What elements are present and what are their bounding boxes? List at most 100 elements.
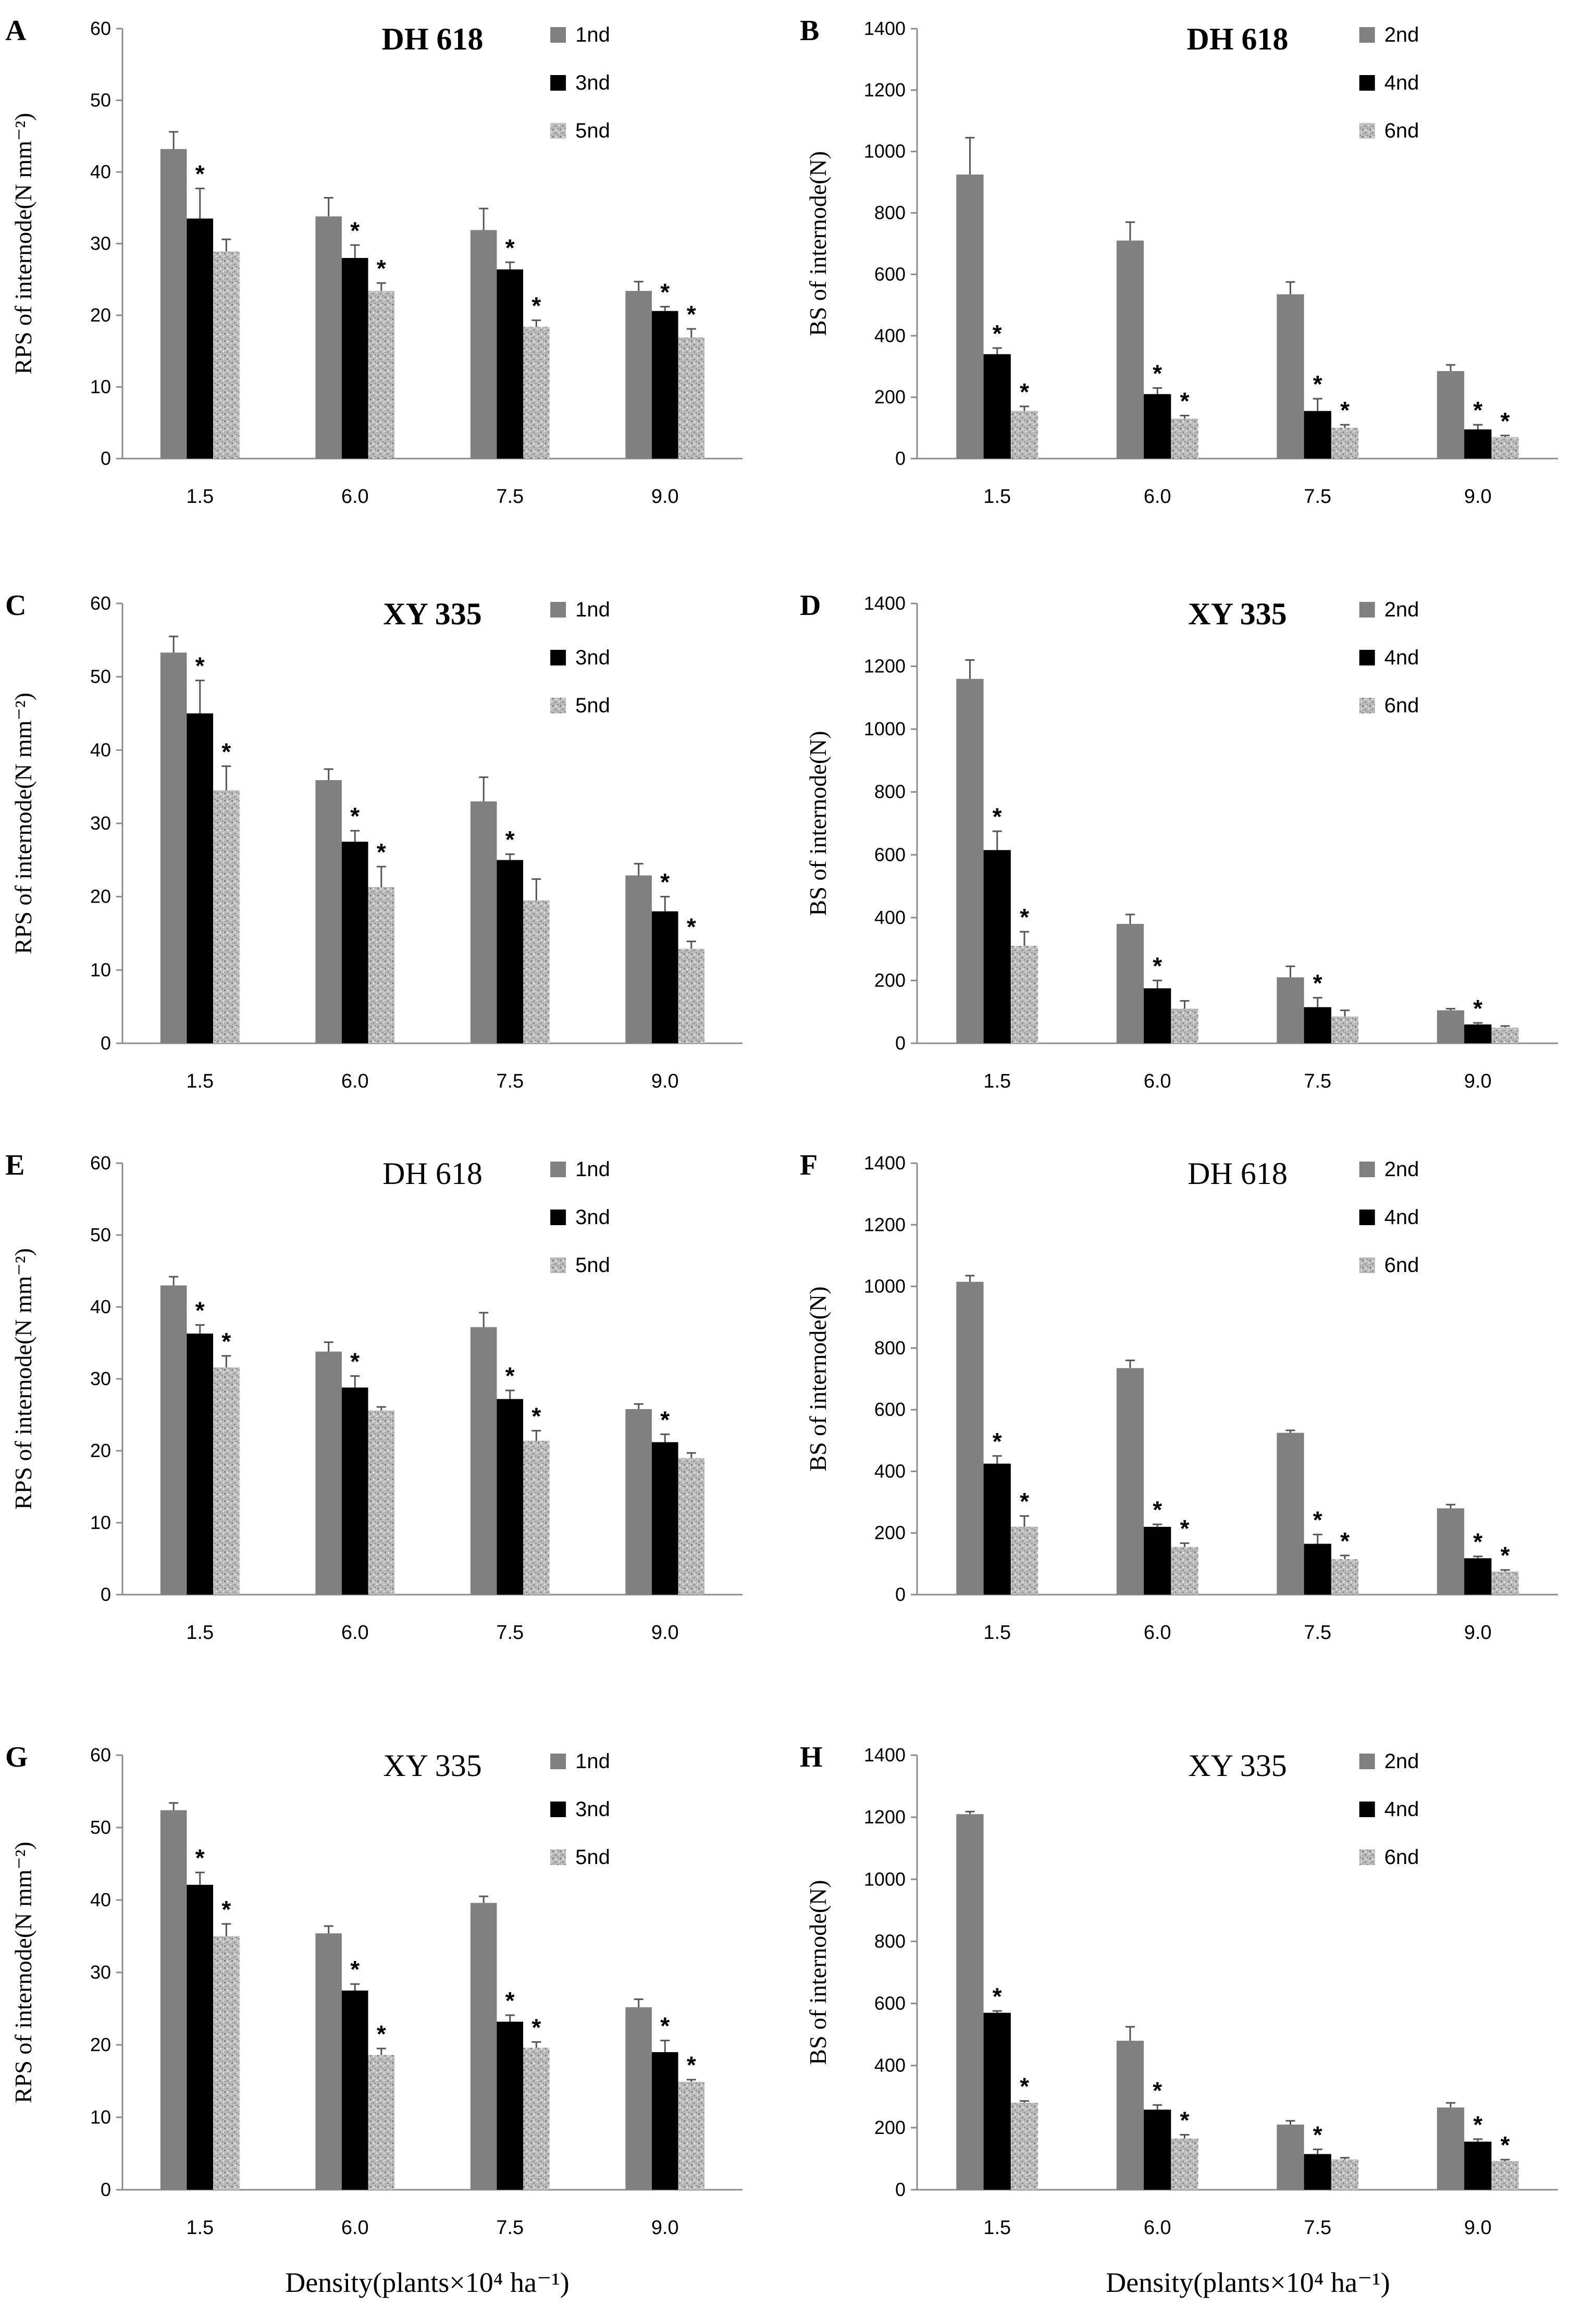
y-tick-label: 800 <box>874 1337 906 1359</box>
significance-star: * <box>1473 995 1482 1022</box>
legend-swatch-4nd <box>1359 1210 1375 1225</box>
legend-swatch-2nd <box>1359 1754 1375 1769</box>
significance-star: * <box>1313 970 1322 997</box>
legend-label: 3nd <box>575 1206 610 1229</box>
significance-star: * <box>1153 360 1162 387</box>
bar-4nd-6.0 <box>1144 394 1171 459</box>
legend-label: 2nd <box>1384 598 1419 621</box>
y-tick-label: 0 <box>101 1032 111 1054</box>
x-tick-label: 7.5 <box>496 1622 524 1644</box>
y-tick-label: 200 <box>874 969 906 991</box>
bar-4nd-1.5 <box>983 2013 1011 2190</box>
legend-label: 5nd <box>575 694 610 717</box>
x-tick-label: 1.5 <box>186 1070 214 1092</box>
x-tick-label: 6.0 <box>341 2217 369 2239</box>
x-tick-label: 1.5 <box>983 2217 1011 2239</box>
significance-star: * <box>1180 388 1190 415</box>
bar-6nd-1.5 <box>1010 411 1038 459</box>
significance-star: * <box>350 803 360 830</box>
x-tick-label: 7.5 <box>496 2217 524 2239</box>
y-tick-label: 60 <box>90 593 111 614</box>
bar-2nd-1.5 <box>956 1281 984 1595</box>
y-tick-label: 30 <box>90 1961 111 1983</box>
legend-label: 1nd <box>575 23 610 46</box>
significance-star: * <box>687 2052 696 2079</box>
y-tick-label: 400 <box>874 2055 906 2076</box>
bar-1nd-1.5 <box>160 1285 187 1595</box>
y-tick-label: 1200 <box>864 79 906 101</box>
y-tick-label: 30 <box>90 1368 111 1389</box>
y-tick-label: 40 <box>90 161 111 182</box>
bar-3nd-9.0 <box>651 1442 678 1595</box>
legend-label: 3nd <box>575 1798 610 1821</box>
bar-3nd-9.0 <box>651 911 678 1043</box>
y-tick-label: 600 <box>874 1399 906 1420</box>
legend-swatch-5nd <box>550 1257 566 1273</box>
legend-label: 6nd <box>1384 1846 1419 1869</box>
y-tick-label: 50 <box>90 1817 111 1838</box>
y-tick-label: 200 <box>874 1522 906 1544</box>
significance-star: * <box>1153 952 1162 979</box>
bar-4nd-9.0 <box>1464 1024 1492 1043</box>
legend-label: 4nd <box>1384 646 1419 669</box>
legend-label: 2nd <box>1384 23 1419 46</box>
y-tick-label: 0 <box>101 448 111 469</box>
chart-title: DH 618 <box>382 1156 482 1191</box>
legend-swatch-3nd <box>550 75 566 91</box>
legend-label: 2nd <box>1384 1750 1419 1773</box>
x-tick-label: 6.0 <box>341 1070 369 1092</box>
legend-label: 1nd <box>575 1158 610 1181</box>
x-tick-label: 1.5 <box>983 486 1011 508</box>
bar-5nd-1.5 <box>213 790 240 1043</box>
significance-star: * <box>505 826 515 853</box>
chart-panel-d: D 0 200 400 600 800 1000 1200 1400 BS of internod… <box>800 589 1558 1092</box>
legend-swatch-1nd <box>550 27 566 43</box>
x-tick-label: 1.5 <box>186 1622 214 1644</box>
bar-1nd-6.0 <box>315 1351 342 1595</box>
bar-2nd-1.5 <box>956 1814 984 2190</box>
significance-star: * <box>1313 1507 1322 1534</box>
x-tick-label: 7.5 <box>496 486 524 508</box>
legend-swatch-2nd <box>1359 602 1375 618</box>
bar-6nd-6.0 <box>1171 1547 1198 1595</box>
panel-letter: A <box>5 15 27 47</box>
bar-3nd-6.0 <box>341 1387 368 1595</box>
legend-swatch-1nd <box>550 1754 566 1769</box>
panel-letter: C <box>5 589 26 622</box>
bar-1nd-7.5 <box>470 1327 497 1595</box>
y-tick-label: 20 <box>90 2034 111 2055</box>
chart-panel-h: H 0 200 400 600 800 1000 1200 1400 BS of internod… <box>800 1741 1558 2239</box>
y-tick-label: 1200 <box>864 1214 906 1235</box>
significance-star: * <box>195 652 205 680</box>
bar-5nd-6.0 <box>368 887 395 1043</box>
x-tick-label: 9.0 <box>651 2217 679 2239</box>
bar-6nd-9.0 <box>1491 1571 1519 1595</box>
chart-title: DH 618 <box>382 22 484 56</box>
significance-star: * <box>221 1896 231 1923</box>
x-tick-label: 9.0 <box>1464 2217 1492 2239</box>
panel-letter: B <box>800 15 819 47</box>
bar-3nd-9.0 <box>651 2052 678 2190</box>
bar-1nd-9.0 <box>625 291 652 459</box>
bar-5nd-9.0 <box>678 337 705 459</box>
significance-star: * <box>377 255 386 282</box>
y-tick-label: 800 <box>874 202 906 224</box>
significance-star: * <box>531 1402 541 1429</box>
bar-2nd-6.0 <box>1116 2041 1144 2190</box>
y-tick-label: 0 <box>895 1032 906 1054</box>
bar-2nd-6.0 <box>1116 923 1144 1043</box>
y-axis-label: RPS of internode(N mm⁻²) <box>10 693 36 954</box>
significance-star: * <box>1153 2077 1162 2104</box>
bar-4nd-6.0 <box>1144 2109 1171 2190</box>
bar-5nd-6.0 <box>368 2055 395 2190</box>
bar-4nd-7.5 <box>1304 1544 1331 1595</box>
chart-title: XY 335 <box>383 1748 481 1783</box>
bar-1nd-6.0 <box>315 216 342 459</box>
y-tick-label: 600 <box>874 1993 906 2014</box>
bar-2nd-6.0 <box>1116 1368 1144 1595</box>
significance-star: * <box>350 1348 360 1375</box>
bar-5nd-1.5 <box>213 251 240 459</box>
bar-6nd-6.0 <box>1171 2138 1198 2190</box>
bar-6nd-7.5 <box>1331 2159 1359 2190</box>
bar-4nd-7.5 <box>1304 1007 1331 1043</box>
